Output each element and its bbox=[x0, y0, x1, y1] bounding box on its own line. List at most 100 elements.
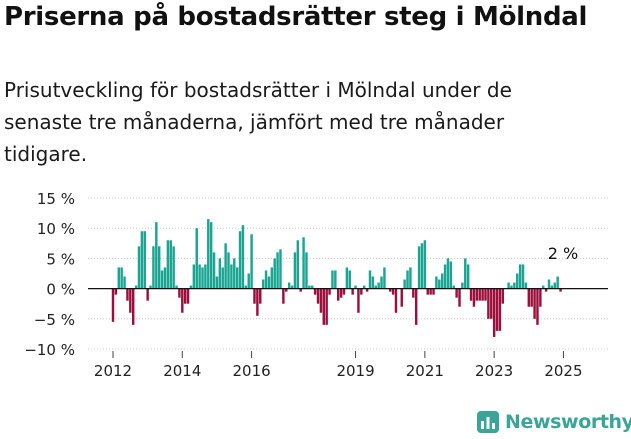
bar bbox=[484, 288, 487, 301]
bar bbox=[259, 288, 262, 304]
bar bbox=[155, 222, 158, 289]
bar bbox=[412, 288, 415, 298]
bar bbox=[198, 264, 201, 289]
bar bbox=[230, 264, 233, 289]
bar bbox=[547, 279, 551, 289]
bar bbox=[388, 288, 392, 292]
bar bbox=[134, 285, 138, 289]
bar bbox=[331, 270, 334, 289]
bar bbox=[507, 282, 510, 289]
bar bbox=[244, 285, 248, 289]
bar bbox=[539, 288, 542, 307]
bar bbox=[530, 288, 533, 307]
bar bbox=[542, 285, 545, 289]
bar bbox=[209, 222, 213, 289]
bar bbox=[117, 267, 120, 289]
bar bbox=[550, 285, 554, 289]
bar bbox=[438, 279, 441, 289]
x-axis: 2012 2014 2016 2019 2021 2023 2025 bbox=[94, 351, 583, 380]
bar bbox=[207, 219, 210, 289]
bar bbox=[279, 249, 282, 289]
bar bbox=[440, 273, 444, 289]
bar bbox=[218, 258, 222, 289]
bar bbox=[464, 258, 467, 289]
bar bbox=[472, 288, 476, 307]
bar bbox=[521, 264, 525, 289]
bar bbox=[536, 288, 539, 325]
bar bbox=[126, 288, 129, 301]
bar bbox=[455, 288, 458, 298]
bar bbox=[319, 288, 323, 313]
bar bbox=[380, 276, 383, 289]
bar bbox=[282, 288, 285, 304]
bar bbox=[132, 288, 135, 325]
bar bbox=[394, 288, 398, 313]
bar bbox=[157, 246, 161, 289]
bar bbox=[435, 276, 438, 289]
chart-title: Priserna på bostadsrätter steg i Mölndal bbox=[4, 2, 588, 32]
bar bbox=[305, 252, 308, 289]
bar bbox=[152, 246, 155, 289]
bar bbox=[475, 288, 479, 301]
bar bbox=[114, 288, 118, 295]
bar bbox=[339, 288, 343, 298]
bar bbox=[313, 288, 317, 295]
bar bbox=[510, 285, 513, 289]
bar bbox=[160, 270, 164, 289]
bar bbox=[351, 288, 354, 295]
bar bbox=[241, 225, 245, 289]
bar bbox=[238, 231, 242, 289]
bar bbox=[337, 288, 340, 301]
bar bbox=[195, 228, 198, 289]
bar bbox=[498, 288, 502, 331]
bar bbox=[201, 267, 204, 289]
chart-subtitle: Prisutveckling för bostadsrätter i Mölnd… bbox=[4, 78, 512, 166]
bar bbox=[221, 267, 224, 289]
bar bbox=[345, 267, 349, 289]
bar bbox=[215, 276, 219, 289]
bar bbox=[478, 288, 481, 301]
bar bbox=[357, 288, 360, 313]
bar bbox=[400, 288, 403, 307]
bar bbox=[487, 288, 490, 319]
bar bbox=[365, 288, 369, 292]
bar bbox=[276, 252, 279, 289]
bar bbox=[420, 243, 424, 289]
bar bbox=[163, 267, 167, 289]
bar bbox=[481, 288, 484, 301]
bar bbox=[490, 288, 493, 319]
bar bbox=[129, 288, 132, 313]
bar bbox=[253, 288, 256, 304]
bar bbox=[270, 267, 274, 289]
newsworthy-logo-text: Newsworthy bbox=[505, 411, 631, 433]
bar bbox=[354, 285, 357, 289]
bar bbox=[293, 252, 297, 289]
bar bbox=[429, 288, 432, 295]
bar bbox=[432, 288, 435, 295]
bar bbox=[516, 273, 519, 289]
bar bbox=[452, 285, 455, 289]
bar bbox=[264, 270, 268, 289]
x-tick-label: 2012 bbox=[94, 362, 132, 380]
bar bbox=[518, 264, 522, 289]
x-tick-label: 2023 bbox=[475, 362, 513, 380]
bar bbox=[296, 240, 300, 289]
bar bbox=[178, 288, 181, 298]
bar bbox=[256, 288, 259, 316]
bar bbox=[544, 288, 548, 292]
bar bbox=[250, 234, 253, 289]
bar bbox=[273, 258, 276, 289]
latest-value-label: 2 % bbox=[548, 244, 578, 263]
bar bbox=[192, 264, 196, 289]
bar bbox=[120, 267, 123, 289]
bar bbox=[391, 288, 395, 295]
bar bbox=[137, 246, 141, 289]
bar bbox=[212, 252, 216, 289]
bar bbox=[169, 240, 172, 289]
bar bbox=[235, 267, 239, 289]
annotations: 2 % bbox=[548, 244, 578, 263]
bar bbox=[328, 288, 331, 295]
bar bbox=[371, 276, 375, 289]
bar bbox=[111, 288, 115, 322]
